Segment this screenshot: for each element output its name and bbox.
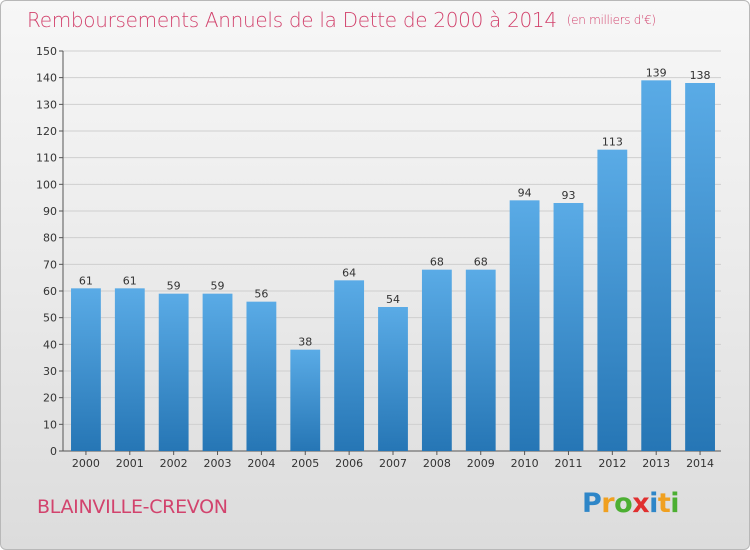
bar-value-label: 38 bbox=[298, 336, 312, 349]
x-tick-label: 2007 bbox=[379, 457, 407, 470]
chart-title: Remboursements Annuels de la Dette de 20… bbox=[27, 8, 656, 32]
bar bbox=[202, 293, 233, 451]
y-tick-label: 130 bbox=[36, 98, 57, 111]
bar-value-label: 54 bbox=[386, 293, 400, 306]
x-tick-label: 2000 bbox=[72, 457, 100, 470]
title-unit: (en milliers d'€) bbox=[566, 13, 656, 27]
y-tick-label: 100 bbox=[36, 178, 57, 191]
bar bbox=[246, 301, 277, 451]
bar-value-label: 68 bbox=[430, 256, 444, 269]
logo-letter: i bbox=[670, 488, 680, 519]
x-tick-label: 2009 bbox=[467, 457, 495, 470]
y-tick-label: 150 bbox=[36, 45, 57, 58]
bar bbox=[553, 203, 584, 451]
y-tick-label: 0 bbox=[50, 445, 57, 458]
x-tick-label: 2006 bbox=[335, 457, 363, 470]
bar-value-label: 138 bbox=[690, 69, 711, 82]
bar-value-label: 94 bbox=[518, 186, 532, 199]
bar-value-label: 68 bbox=[474, 256, 488, 269]
logo-letter: t bbox=[657, 488, 671, 519]
y-tick-label: 20 bbox=[43, 392, 57, 405]
logo-letter: x bbox=[632, 488, 650, 519]
bar-value-label: 61 bbox=[79, 274, 93, 287]
x-tick-label: 2010 bbox=[511, 457, 539, 470]
logo-letter: P bbox=[582, 488, 602, 519]
x-tick-label: 2012 bbox=[598, 457, 626, 470]
y-tick-label: 70 bbox=[43, 258, 57, 271]
y-tick-label: 140 bbox=[36, 72, 57, 85]
y-tick-label: 90 bbox=[43, 205, 57, 218]
y-tick-label: 50 bbox=[43, 312, 57, 325]
y-tick-label: 60 bbox=[43, 285, 57, 298]
bar bbox=[597, 149, 628, 451]
y-tick-label: 30 bbox=[43, 365, 57, 378]
bar-value-label: 59 bbox=[167, 280, 181, 293]
bar-value-label: 113 bbox=[602, 136, 623, 149]
y-tick-label: 120 bbox=[36, 125, 57, 138]
bar-value-label: 93 bbox=[561, 189, 575, 202]
labels: 61 2000 61 2001 59 2002 59 2003 56 2004 38 2005 64 20… bbox=[72, 66, 714, 470]
bar bbox=[71, 288, 101, 451]
city-name: BLAINVILLE-CREVON bbox=[37, 496, 228, 518]
y-tick-label: 80 bbox=[43, 232, 57, 245]
logo-letter: i bbox=[649, 488, 658, 519]
bar bbox=[290, 349, 321, 451]
bar-value-label: 56 bbox=[254, 288, 268, 301]
title-text: Remboursements Annuels de la Dette de 20… bbox=[27, 8, 557, 32]
bar bbox=[334, 280, 365, 451]
bars bbox=[71, 80, 715, 451]
bar bbox=[114, 288, 145, 451]
x-tick-label: 2005 bbox=[291, 457, 319, 470]
y-tick-label: 40 bbox=[43, 338, 57, 351]
x-tick-label: 2003 bbox=[204, 457, 232, 470]
y-tick-label: 10 bbox=[43, 418, 57, 431]
bar bbox=[421, 269, 452, 451]
logo-letter: o bbox=[614, 488, 633, 519]
x-tick-label: 2011 bbox=[554, 457, 582, 470]
proxiti-logo[interactable]: Proxiti bbox=[582, 488, 680, 519]
bar bbox=[158, 293, 189, 451]
bar-value-label: 59 bbox=[211, 280, 225, 293]
bar bbox=[378, 307, 408, 451]
logo-letter: r bbox=[601, 488, 615, 519]
bar-value-label: 61 bbox=[123, 274, 137, 287]
bar bbox=[509, 200, 540, 451]
bar-value-label: 64 bbox=[342, 266, 356, 279]
x-tick-label: 2004 bbox=[247, 457, 275, 470]
bar-value-label: 139 bbox=[646, 66, 667, 79]
y-tick-label: 110 bbox=[36, 152, 57, 165]
bar bbox=[465, 269, 496, 451]
x-tick-label: 2014 bbox=[686, 457, 714, 470]
x-tick-label: 2008 bbox=[423, 457, 451, 470]
x-tick-label: 2002 bbox=[160, 457, 188, 470]
bar bbox=[685, 83, 715, 451]
x-tick-label: 2001 bbox=[116, 457, 144, 470]
x-tick-label: 2013 bbox=[642, 457, 670, 470]
bar bbox=[641, 80, 672, 451]
